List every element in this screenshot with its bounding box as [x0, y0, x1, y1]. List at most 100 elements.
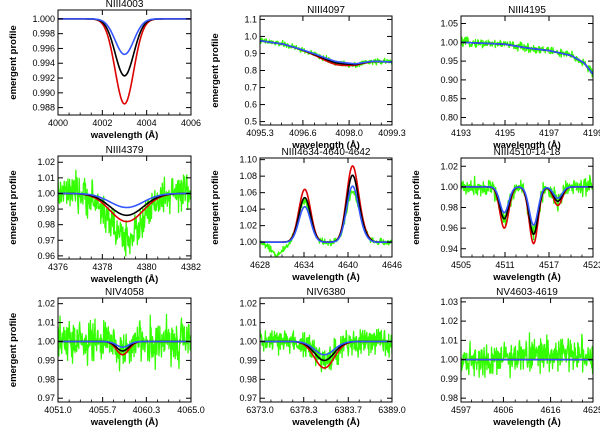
panel-3: 4193 4195 4197 4199 0.80 0.85 0.90 0.95 1.00 1.05… — [440, 5, 600, 151]
y-tick-label: 0.99 — [37, 355, 55, 365]
model-blue-line — [58, 18, 191, 56]
y-tick-label: 0.996 — [32, 43, 55, 53]
y-tick-label: 1.000 — [32, 14, 55, 24]
y-tick-label: 0.95 — [440, 56, 458, 66]
x-tick-label: 4051.0 — [44, 405, 72, 415]
y-tick-label: 0.80 — [440, 112, 458, 122]
y-tick-label: 0.998 — [32, 29, 55, 39]
x-tick-label: 4376 — [48, 262, 68, 272]
panel-frame — [460, 15, 594, 126]
y-tick-label: 1.02 — [239, 299, 257, 309]
y-tick-label: 1.01 — [37, 173, 55, 183]
x-tick-label: 6373.0 — [246, 405, 274, 415]
y-tick-label: 0.96 — [440, 223, 458, 233]
panel-title: NIII4510-14-18 — [494, 147, 561, 158]
y-tick-label: 0.988 — [32, 103, 55, 113]
x-tick-label: 4517 — [539, 260, 559, 270]
x-tick-label: 4634 — [294, 260, 314, 270]
x-tick-label: 4380 — [137, 262, 157, 272]
x-axis-label: wavelength (Å) — [291, 272, 360, 283]
model-red-line — [58, 18, 191, 105]
y-tick-label: 0.7 — [244, 83, 257, 93]
y-tick-label: 1.01 — [440, 335, 458, 345]
panel-title: NIII4195 — [508, 5, 546, 16]
model-blue-line — [461, 186, 593, 226]
panel-2: 4095.3 4096.6 4098.0 4099.3 0.5 0.6 0.7 0.8 0.9 1… — [210, 5, 406, 151]
x-tick-label: 4378 — [92, 262, 112, 272]
y-axis-label: emergent profile — [8, 170, 19, 244]
x-axis-label: wavelength (Å) — [90, 274, 159, 285]
y-tick-label: 0.990 — [32, 88, 55, 98]
observed-spectrum-line — [58, 169, 191, 257]
panel-frame — [259, 15, 393, 126]
y-tick-label: 0.99 — [37, 204, 55, 214]
panel-4: 4376 4378 4380 4382 0.96 0.97 0.98 0.99 1.00 1.01… — [8, 145, 201, 285]
y-tick-label: 0.9 — [244, 48, 257, 58]
y-tick-label: 1.00 — [37, 188, 55, 198]
x-tick-label: 4628 — [250, 260, 270, 270]
x-tick-label: 4382 — [181, 262, 201, 272]
y-axis-label: emergent profile — [8, 313, 19, 387]
x-tick-label: 4606 — [493, 405, 513, 415]
x-tick-label: 4002 — [92, 118, 112, 128]
y-tick-label: 1.00 — [239, 237, 257, 247]
x-axis-label: wavelength (Å) — [90, 417, 159, 428]
y-tick-label: 1.10 — [239, 155, 257, 165]
y-tick-label: 0.99 — [239, 355, 257, 365]
model-blue-line — [260, 39, 392, 65]
plot-area — [260, 37, 392, 69]
x-tick-label: 4195 — [495, 128, 515, 138]
y-tick-label: 1.00 — [37, 336, 55, 346]
plot-area — [58, 18, 191, 105]
y-tick-label: 1.08 — [239, 171, 257, 181]
x-tick-label: 4060.3 — [133, 405, 161, 415]
x-tick-label: 4065.0 — [177, 405, 205, 415]
y-tick-label: 1.00 — [440, 37, 458, 47]
model-black-line — [260, 174, 392, 243]
y-tick-label: 0.5 — [244, 117, 257, 127]
y-tick-label: 1.01 — [239, 318, 257, 328]
x-tick-label: 4055.7 — [89, 405, 117, 415]
plot-area — [461, 174, 593, 245]
x-tick-label: 6383.7 — [335, 405, 363, 415]
panel-frame — [57, 9, 192, 116]
x-tick-label: 6389.0 — [378, 405, 406, 415]
x-tick-label: 4096.6 — [289, 128, 317, 138]
x-tick-label: 6378.3 — [290, 405, 318, 415]
y-tick-label: 1.06 — [239, 188, 257, 198]
y-axis-label: emergent profile — [411, 170, 422, 244]
model-blue-line — [260, 340, 392, 356]
panel-title: NIV4058 — [105, 287, 144, 298]
x-tick-label: 4095.3 — [246, 128, 274, 138]
y-tick-label: 0.85 — [440, 94, 458, 104]
y-tick-label: 0.98 — [37, 220, 55, 230]
y-tick-label: 1.02 — [37, 157, 55, 167]
observed-spectrum-line — [260, 37, 392, 69]
x-tick-label: 4099.3 — [378, 128, 406, 138]
y-axis-label: emergent profile — [210, 170, 221, 244]
x-tick-label: 4616 — [541, 405, 561, 415]
y-tick-label: 1.03 — [440, 297, 458, 307]
y-tick-label: 0.99 — [440, 374, 458, 384]
x-axis-label: wavelength (Å) — [291, 417, 360, 428]
x-tick-label: 4646 — [382, 260, 402, 270]
y-axis-label: emergent profile — [8, 25, 19, 99]
y-tick-label: 1.02 — [440, 316, 458, 326]
y-tick-label: 1.1 — [244, 14, 257, 24]
x-tick-label: 4505 — [451, 260, 471, 270]
panel-title: NIV6380 — [307, 287, 346, 298]
model-red-line — [260, 165, 392, 243]
x-tick-label: 4511 — [495, 260, 514, 270]
plot-area — [58, 169, 191, 257]
y-tick-label: 0.94 — [440, 244, 458, 254]
y-tick-label: 0.994 — [32, 58, 55, 68]
x-tick-label: 4597 — [451, 405, 471, 415]
y-axis-label: emergent profile — [210, 33, 221, 107]
x-tick-label: 4523 — [583, 260, 600, 270]
observed-spectrum-line — [260, 190, 392, 257]
model-blue-line — [461, 41, 593, 75]
y-tick-label: 0.98 — [440, 393, 458, 403]
plot-area — [58, 313, 191, 372]
y-tick-label: 0.98 — [239, 374, 257, 384]
